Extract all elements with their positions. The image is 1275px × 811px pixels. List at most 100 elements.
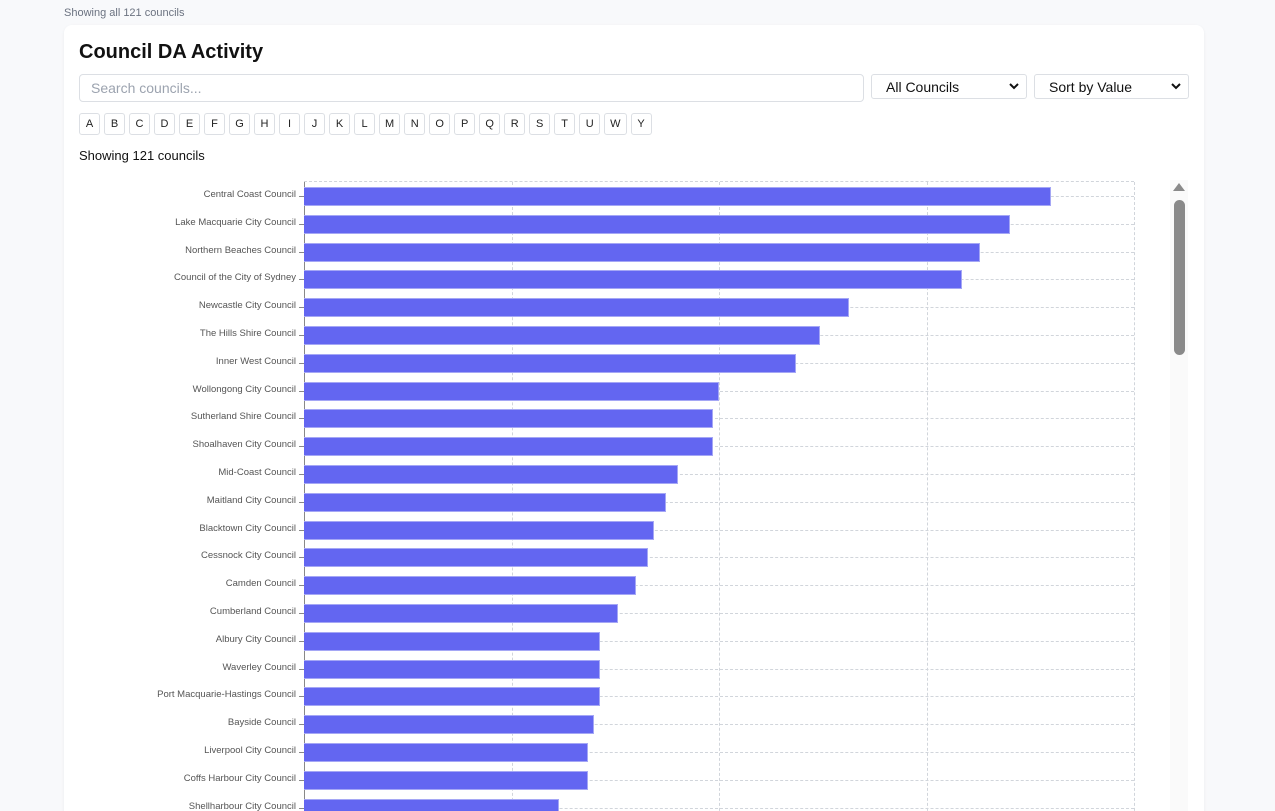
horizontal-gridline (304, 557, 1134, 559)
axis-tick (299, 501, 304, 503)
letter-filter-y[interactable]: Y (630, 113, 652, 135)
bar-row: Lake Macquarie City Council (175, 210, 1134, 238)
vertical-gridline (1134, 182, 1135, 811)
top-status-text: Showing all 121 councils (64, 7, 185, 19)
bar-row: Waverley Council (222, 655, 1134, 683)
letter-filter-j[interactable]: J (304, 113, 325, 135)
bar[interactable] (304, 214, 1010, 234)
horizontal-gridline (304, 696, 1134, 698)
horizontal-gridline (304, 501, 1134, 503)
category-label: The Hills Shire Council (199, 328, 296, 339)
bar-row: Port Macquarie-Hastings Council (157, 682, 1134, 710)
axis-tick (299, 807, 304, 809)
council-activity-card: Council DA Activity All Councils Sort by… (64, 25, 1204, 811)
search-input[interactable] (79, 74, 864, 102)
bar[interactable] (304, 409, 714, 429)
bar-row: Inner West Council (216, 349, 1134, 377)
bar[interactable] (304, 187, 1051, 206)
bar[interactable] (304, 492, 666, 512)
letter-filter-n[interactable]: N (404, 113, 426, 135)
letter-filter-h[interactable]: H (254, 113, 275, 135)
horizontal-gridline (304, 585, 1134, 587)
bar-row: Wollongong City Council (193, 377, 1134, 405)
letter-filter-p[interactable]: P (454, 113, 476, 135)
axis-tick (299, 307, 304, 309)
axis-tick (299, 223, 304, 225)
bar-row: Shoalhaven City Council (192, 432, 1134, 460)
axis-tick (299, 724, 304, 726)
bar[interactable] (304, 770, 588, 790)
horizontal-gridline (304, 418, 1134, 420)
letter-filter-m[interactable]: M (379, 113, 401, 135)
council-filter-select[interactable]: All Councils (871, 74, 1027, 99)
letter-filter-q[interactable]: Q (479, 113, 501, 135)
bar[interactable] (304, 242, 981, 262)
category-label: Albury City Council (215, 633, 296, 645)
letter-filter-u[interactable]: U (579, 113, 601, 135)
category-label: Blacktown City Council (199, 522, 296, 534)
axis-tick (299, 196, 304, 197)
horizontal-gridline (304, 779, 1134, 781)
bar[interactable] (304, 326, 820, 345)
bar[interactable] (304, 687, 600, 707)
category-label: Shoalhaven City Council (192, 439, 296, 451)
bar[interactable] (304, 631, 600, 651)
bar[interactable] (304, 715, 595, 735)
vertical-gridline (926, 182, 928, 811)
bar[interactable] (304, 437, 714, 457)
letter-filter-t[interactable]: T (554, 113, 576, 135)
letter-filter-i[interactable]: I (279, 113, 300, 135)
axis-tick (299, 752, 304, 753)
category-label: Lake Macquarie City Council (175, 216, 296, 228)
letter-filter-w[interactable]: W (604, 113, 627, 135)
bar-row: Newcastle City Council (199, 293, 1134, 321)
chevron-down-icon (1171, 83, 1181, 90)
bar-row: Liverpool City Council (204, 738, 1134, 766)
letter-filter-s[interactable]: S (529, 113, 551, 135)
letter-filter-r[interactable]: R (504, 113, 526, 135)
letter-filter-o[interactable]: O (429, 113, 451, 135)
category-label: Waverley Council (222, 661, 296, 673)
letter-filter-e[interactable]: E (179, 113, 200, 135)
bar[interactable] (304, 353, 797, 373)
axis-tick (299, 557, 304, 559)
scrollbar-thumb[interactable] (1174, 200, 1185, 355)
plot-area: Central Coast Council Lake Macquarie City… (157, 181, 1135, 811)
letter-filter-d[interactable]: D (154, 113, 175, 135)
bar-row: Camden Council (226, 571, 1134, 599)
category-label: Coffs Harbour City Council (183, 772, 296, 784)
letter-filter-k[interactable]: K (329, 113, 350, 135)
bar-row: Cessnock City Council (201, 543, 1134, 571)
letter-filter-c[interactable]: C (129, 113, 150, 135)
bar[interactable] (304, 548, 649, 568)
bar[interactable] (304, 659, 600, 679)
bar[interactable] (304, 576, 636, 596)
letter-filter-b[interactable]: B (104, 113, 125, 135)
category-label: Port Macquarie-Hastings Council (157, 689, 296, 701)
sort-select[interactable]: Sort by Value (1034, 74, 1189, 99)
axis-tick (299, 585, 304, 587)
scroll-up-arrow-icon[interactable] (1173, 183, 1185, 191)
letter-filter-f[interactable]: F (204, 113, 225, 135)
bar-row: Shellharbour City Council (189, 794, 1134, 811)
axis-tick (299, 390, 304, 392)
chart-scrollbar[interactable] (1170, 180, 1188, 811)
bar[interactable] (304, 798, 559, 811)
bar[interactable] (304, 270, 963, 290)
council-filter-value: All Councils (886, 78, 960, 95)
bar[interactable] (304, 298, 849, 318)
bar[interactable] (304, 465, 678, 484)
category-label: Northern Beaches Council (185, 244, 296, 256)
bar[interactable] (304, 743, 588, 762)
bar[interactable] (304, 604, 619, 623)
letter-filter-l[interactable]: L (354, 113, 375, 135)
category-label: Cumberland Council (209, 606, 296, 617)
horizontal-gridline (304, 724, 1134, 726)
letter-filter-a[interactable]: A (79, 113, 100, 135)
letter-filter-g[interactable]: G (229, 113, 250, 135)
horizontal-gridline (304, 474, 1134, 475)
horizontal-gridline (304, 668, 1134, 670)
bar[interactable] (304, 381, 719, 401)
bar-row: The Hills Shire Council (200, 321, 1134, 349)
bar[interactable] (304, 520, 654, 540)
